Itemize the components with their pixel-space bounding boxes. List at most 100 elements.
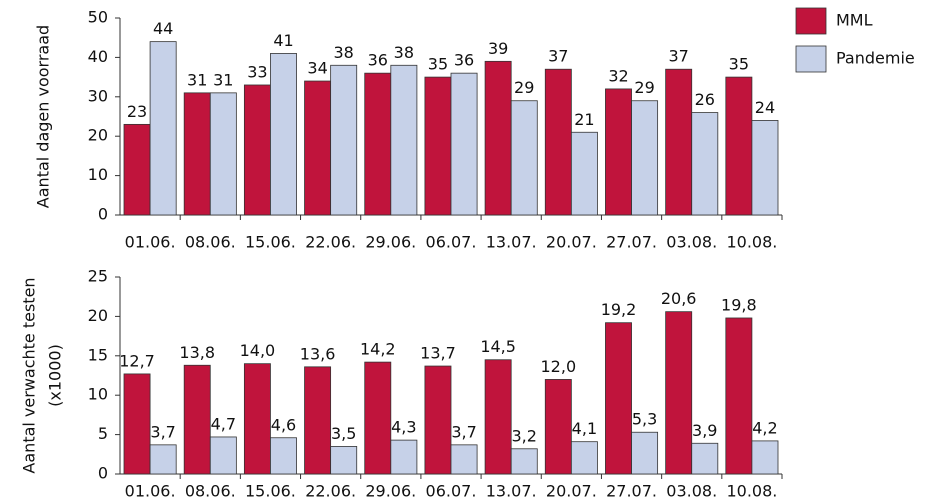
x-tick-label: 22.06.: [305, 482, 356, 501]
x-tick-label: 29.06.: [365, 233, 416, 252]
y-axis-label: Aantal dagen voorraad: [34, 25, 53, 208]
bar: [691, 442, 719, 475]
value-label: 19,2: [601, 300, 637, 319]
y-tick-label: 5: [98, 424, 108, 443]
bar: [450, 72, 478, 216]
y-tick-label: 10: [88, 165, 108, 184]
bar: [390, 64, 418, 216]
x-tick-label: 29.06.: [365, 482, 416, 501]
value-label: 32: [608, 66, 628, 85]
bar: [424, 76, 452, 216]
x-tick-label: 08.06.: [185, 482, 236, 501]
legend-label: MML: [836, 11, 873, 30]
x-tick-label: 06.07.: [426, 482, 477, 501]
value-label: 4,3: [391, 418, 416, 437]
bar: [123, 123, 151, 216]
bar: [390, 439, 418, 475]
bar: [751, 120, 779, 216]
y-axis-label: (x1000): [46, 344, 65, 407]
x-tick-label: 13.07.: [486, 233, 537, 252]
y-tick-label: 15: [88, 345, 108, 364]
y-tick-label: 0: [98, 464, 108, 483]
bar: [544, 379, 572, 475]
value-label: 21: [574, 110, 594, 129]
value-label: 37: [548, 47, 568, 66]
y-tick-label: 20: [88, 306, 108, 325]
bar: [209, 436, 237, 475]
value-label: 3,5: [331, 424, 356, 443]
x-tick-label: 15.06.: [245, 482, 296, 501]
value-label: 12,0: [541, 357, 577, 376]
legend-swatch: [795, 7, 827, 35]
value-label: 41: [273, 31, 293, 50]
bar: [364, 361, 392, 475]
bar: [149, 41, 177, 216]
bar: [149, 444, 177, 475]
bar: [544, 68, 572, 216]
bar: [450, 444, 478, 475]
bar: [330, 446, 358, 475]
bar: [270, 437, 297, 475]
value-label: 26: [695, 90, 715, 109]
x-tick-label: 01.06.: [125, 482, 176, 501]
bar: [270, 53, 297, 216]
bar: [484, 60, 512, 216]
bar: [424, 365, 452, 475]
bar: [183, 92, 211, 216]
bar: [243, 84, 271, 216]
value-label: 29: [514, 78, 534, 97]
value-label: 38: [334, 43, 354, 62]
bar: [209, 92, 237, 216]
bar: [725, 76, 753, 216]
value-label: 3,2: [512, 426, 537, 445]
y-tick-label: 20: [88, 126, 108, 145]
bar: [605, 322, 632, 475]
bar: [665, 311, 693, 475]
bar: [304, 366, 332, 475]
bar: [183, 364, 211, 475]
bar: [510, 448, 538, 475]
bar: [751, 440, 779, 475]
bar: [570, 441, 598, 475]
value-label: 36: [454, 51, 474, 70]
value-label: 4,6: [271, 415, 296, 434]
y-tick-label: 40: [88, 47, 108, 66]
bar: [725, 317, 753, 475]
value-label: 4,1: [572, 419, 597, 438]
x-tick-label: 03.08.: [666, 482, 717, 501]
bar: [570, 131, 598, 216]
value-label: 13,8: [179, 343, 215, 362]
x-tick-label: 13.07.: [486, 482, 537, 501]
value-label: 13,6: [300, 344, 336, 363]
x-tick-label: 10.08.: [726, 233, 777, 252]
value-label: 5,3: [632, 410, 657, 429]
value-label: 4,2: [752, 418, 777, 437]
bar: [691, 112, 719, 216]
value-label: 12,7: [119, 351, 155, 370]
bar: [631, 431, 659, 475]
value-label: 34: [307, 59, 327, 78]
x-tick-label: 20.07.: [546, 233, 597, 252]
bar: [631, 100, 659, 216]
value-label: 38: [394, 43, 414, 62]
legend-label: Pandemie: [836, 49, 915, 68]
bar: [243, 363, 271, 475]
x-tick-label: 15.06.: [245, 233, 296, 252]
bar: [484, 359, 512, 475]
y-tick-label: 50: [88, 8, 108, 27]
bar: [123, 373, 151, 475]
bar: [330, 64, 358, 216]
x-tick-label: 27.07.: [606, 482, 657, 501]
value-label: 29: [634, 78, 654, 97]
value-label: 3,7: [451, 422, 476, 441]
value-label: 24: [755, 98, 775, 117]
value-label: 20,6: [661, 289, 697, 308]
x-tick-label: 08.06.: [185, 233, 236, 252]
value-label: 3,7: [150, 422, 175, 441]
x-tick-label: 20.07.: [546, 482, 597, 501]
value-label: 23: [127, 102, 147, 121]
y-tick-label: 30: [88, 86, 108, 105]
bar: [605, 88, 632, 216]
value-label: 33: [247, 62, 267, 81]
value-label: 44: [153, 19, 173, 38]
